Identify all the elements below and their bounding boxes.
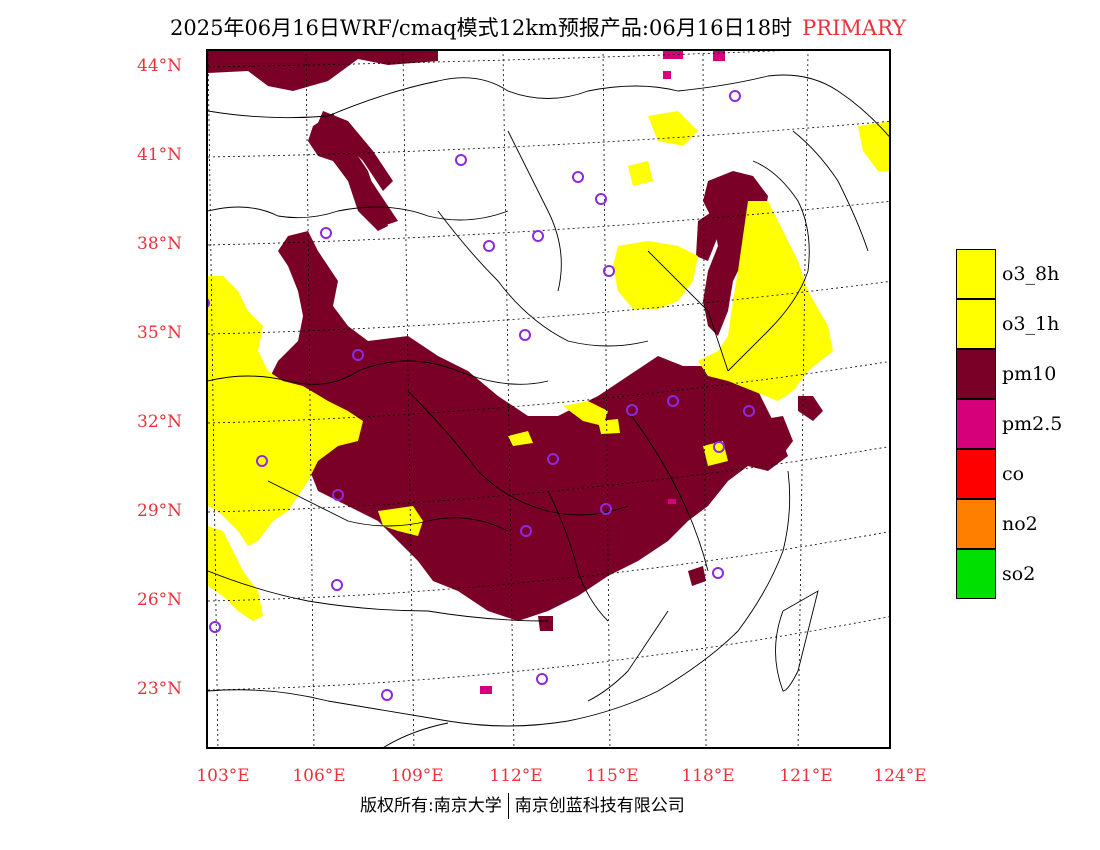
lat-label-38: 38°N [137,234,183,254]
legend-label: so2 [1002,563,1036,585]
lon-label-124: 124°E [873,766,927,786]
legend-swatch [956,349,996,399]
legend-label: no2 [1002,513,1038,535]
lon-label-112: 112°E [489,766,543,786]
copyright-left: 版权所有:南京大学 [360,796,502,816]
legend-label: co [1002,463,1025,485]
legend-label: o3_8h [1002,263,1060,285]
graticule [208,51,889,747]
legend-swatch [956,499,996,549]
boundary-lines [208,74,889,747]
title-main: 2025年06月16日WRF/cmaq模式12km预报产品:06月16日18时 [170,16,793,40]
ozone-region [208,111,889,621]
lon-label-121: 121°E [779,766,833,786]
map-area [206,49,891,749]
lon-label-118: 118°E [681,766,735,786]
legend-label: pm10 [1002,363,1057,385]
lat-label-23: 23°N [137,679,183,699]
legend-swatch [956,549,996,599]
lat-label-32: 32°N [137,412,183,432]
lat-label-35: 35°N [137,323,183,343]
lat-label-29: 29°N [137,501,183,521]
lat-label-41: 41°N [137,145,183,165]
station-markers [208,90,755,701]
legend-label: o3_1h [1002,313,1060,335]
map-canvas [208,51,889,747]
copyright-separator [507,793,509,819]
lon-label-103: 103°E [196,766,250,786]
legend-swatch [956,299,996,349]
legend-swatch [956,399,996,449]
legend-label: pm2.5 [1002,413,1063,435]
lon-label-115: 115°E [585,766,639,786]
legend-swatch [956,449,996,499]
lat-label-44: 44°N [137,56,183,76]
map-title: 2025年06月16日WRF/cmaq模式12km预报产品:06月16日18时 P… [170,12,906,42]
lat-label-26: 26°N [137,590,183,610]
copyright-footer: 版权所有:南京大学 南京创蓝科技有限公司 [360,791,685,819]
legend-swatch [956,249,996,299]
lon-label-106: 106°E [292,766,346,786]
title-primary-tag: PRIMARY [802,16,907,40]
lon-label-109: 109°E [390,766,444,786]
copyright-right: 南京创蓝科技有限公司 [514,796,685,816]
